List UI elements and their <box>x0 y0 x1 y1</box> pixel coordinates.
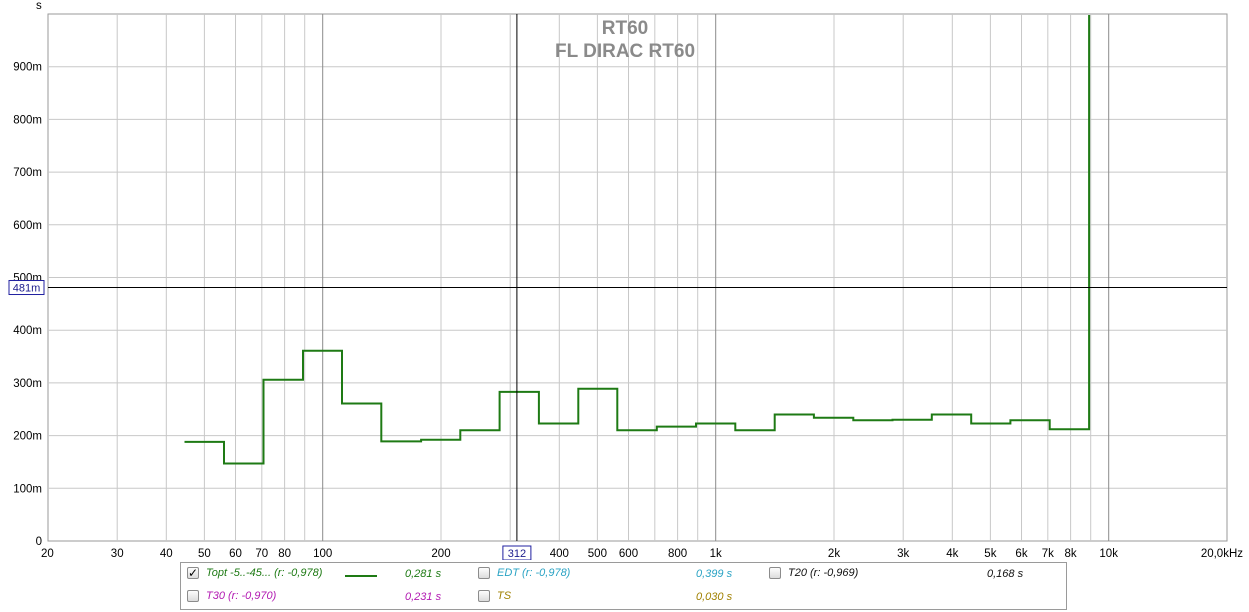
legend-item[interactable]: EDT (r: -0,978) <box>478 567 570 579</box>
grid-layer <box>48 14 1227 541</box>
x-tick-label: 3k <box>897 548 909 560</box>
x-tick-label: 5k <box>984 548 996 560</box>
y-tick-label: 700m <box>13 167 42 179</box>
x-tick-label: 30 <box>111 548 124 560</box>
checkbox-icon[interactable] <box>769 567 781 579</box>
y-tick-label: 400m <box>13 325 42 337</box>
legend-item[interactable]: ✓ Topt -5..-45... (r: -0,978) <box>187 567 322 579</box>
x-tick-label: 400 <box>550 548 569 560</box>
cursor-y-readout: 481m <box>13 283 41 295</box>
x-tick-label: 500 <box>588 548 607 560</box>
series-line-topt <box>184 15 1091 465</box>
legend-value: 0,030 s <box>696 591 733 603</box>
x-tick-label: 8k <box>1065 548 1077 560</box>
y-unit-label: s <box>36 0 42 12</box>
cursor-x-readout: 312 <box>508 548 526 560</box>
y-tick-label: 200m <box>13 431 42 443</box>
legend-row: T30 (r: -0,970) 0,231 s TS 0,030 s <box>181 587 1066 609</box>
x-tick-label: 1k <box>710 548 722 560</box>
legend-item[interactable]: T30 (r: -0,970) <box>187 590 276 602</box>
legend-value: 0,168 s <box>987 568 1024 580</box>
x-tick-label: 70 <box>255 548 268 560</box>
chart-title: RT60 <box>602 18 648 39</box>
y-tick-label: 600m <box>13 220 42 232</box>
legend-value: 0,281 s <box>405 568 442 580</box>
y-tick-label: 800m <box>13 114 42 126</box>
x-tick-label: 40 <box>160 548 173 560</box>
x-tick-label: 20 <box>41 548 54 560</box>
legend-value: 0,231 s <box>405 591 442 603</box>
legend-row: ✓ Topt -5..-45... (r: -0,978) 0,281 s EDT (… <box>181 564 1066 586</box>
legend-panel: ✓ Topt -5..-45... (r: -0,978) 0,281 s EDT (… <box>180 562 1067 610</box>
series-layer <box>184 15 1091 465</box>
y-tick-label: 0 <box>36 536 42 548</box>
checkbox-icon[interactable] <box>478 567 490 579</box>
checkbox-icon[interactable] <box>187 590 199 602</box>
x-tick-label: 600 <box>619 548 638 560</box>
x-tick-label: 80 <box>278 548 291 560</box>
legend-label: EDT (r: -0,978) <box>497 567 571 579</box>
y-tick-label: 100m <box>13 483 42 495</box>
cursor-x-readout-box <box>502 545 532 560</box>
legend-label: T20 (r: -0,969) <box>788 567 859 579</box>
x-tick-label: 7k <box>1042 548 1054 560</box>
x-tick-label: 60 <box>229 548 242 560</box>
cursor-y-readout-box <box>8 280 45 296</box>
checkbox-icon[interactable] <box>478 590 490 602</box>
legend-label: Topt -5..-45... (r: -0,978) <box>206 567 323 579</box>
x-tick-label: 20,0kHz <box>1201 548 1243 560</box>
x-tick-label: 200 <box>431 548 450 560</box>
x-tick-label: 4k <box>946 548 958 560</box>
legend-value: 0,399 s <box>696 568 733 580</box>
x-tick-label: 10k <box>1099 548 1118 560</box>
y-tick-label: 900m <box>13 62 42 74</box>
chart-subtitle: FL DIRAC RT60 <box>555 41 695 62</box>
x-tick-label: 6k <box>1015 548 1027 560</box>
x-tick-label: 2k <box>828 548 840 560</box>
legend-item[interactable]: T20 (r: -0,969) <box>769 567 858 579</box>
legend-item[interactable]: TS <box>478 590 511 602</box>
legend-line-swatch <box>345 575 377 577</box>
checkbox-checked-icon[interactable]: ✓ <box>187 566 199 580</box>
x-tick-label: 50 <box>198 548 211 560</box>
y-tick-label: 300m <box>13 378 42 390</box>
x-tick-label: 100 <box>313 548 332 560</box>
legend-label: T30 (r: -0,970) <box>206 590 277 602</box>
legend-label: TS <box>497 590 512 602</box>
x-tick-label: 800 <box>668 548 687 560</box>
cursor-layer: 481m 312 <box>8 14 1227 560</box>
